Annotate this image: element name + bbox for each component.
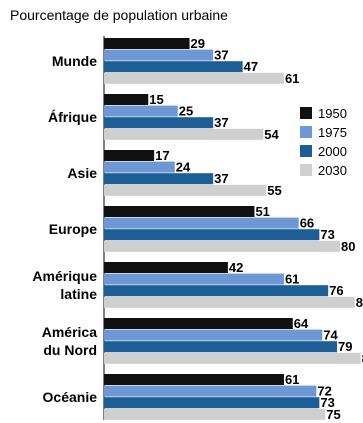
legend-swatch-1950 (300, 107, 312, 119)
category-label-4-0: Amérique (32, 268, 97, 284)
bar-2030-4 (104, 296, 355, 308)
bar-2000-1 (104, 117, 214, 129)
data-label-1950-4: 42 (229, 260, 243, 275)
bar-2000-3 (104, 229, 320, 241)
legend-label-1950: 1950 (318, 106, 347, 121)
bar-1975-2 (104, 161, 175, 173)
category-label-6-0: Océanie (43, 389, 98, 405)
bar-2030-0 (104, 72, 284, 84)
data-label-1975-4: 61 (285, 272, 299, 287)
legend: 1950 1975 2000 2030 (300, 106, 347, 178)
data-label-2000-2: 37 (214, 171, 228, 186)
data-label-1950-2: 17 (155, 148, 169, 163)
bar-1975-1 (104, 105, 178, 117)
data-label-1950-5: 64 (294, 316, 309, 331)
bar-1950-4 (104, 262, 228, 273)
data-label-2030-4: 85 (356, 295, 363, 310)
legend-swatch-2000 (300, 145, 312, 157)
category-label-1-0: Áfrique (48, 109, 97, 125)
category-label-0-0: Munde (52, 53, 97, 69)
data-label-2000-1: 37 (214, 115, 228, 130)
bar-2000-6 (104, 397, 320, 409)
bar-1975-3 (104, 217, 299, 229)
bar-1975-0 (104, 49, 214, 61)
category-labels: Munde Áfrique Asie Europe Amérique latine Amér… (32, 53, 97, 405)
bar-2000-0 (104, 61, 243, 73)
legend-swatch-1975 (300, 126, 312, 138)
data-label-1975-0: 37 (214, 48, 228, 63)
legend-label-1975: 1975 (318, 125, 347, 140)
category-label-5-0: América (42, 324, 97, 340)
bars-group: 29 37 47 61 15 25 37 54 17 24 37 55 51 66 73 80 42 61 76 85… (104, 36, 363, 422)
data-label-2030-2: 55 (267, 183, 281, 198)
data-label-2030-6: 75 (326, 407, 340, 422)
bar-1950-6 (104, 374, 284, 385)
data-label-2030-5: 87 (362, 351, 363, 366)
data-label-2030-0: 61 (285, 71, 299, 86)
bar-1950-5 (104, 318, 293, 329)
bar-2030-2 (104, 184, 267, 196)
data-label-1975-3: 66 (300, 216, 314, 231)
data-label-1975-2: 24 (176, 160, 191, 175)
bar-1950-1 (104, 94, 149, 105)
data-label-2000-3: 73 (320, 227, 334, 242)
data-label-1950-3: 51 (255, 204, 269, 219)
category-label-3-0: Europe (49, 221, 97, 237)
data-label-2030-1: 54 (264, 127, 279, 142)
bar-1975-6 (104, 385, 317, 397)
bar-2000-5 (104, 341, 338, 353)
data-label-1950-6: 61 (285, 372, 299, 387)
bar-1975-5 (104, 329, 323, 341)
data-label-1975-5: 74 (323, 328, 338, 343)
bar-2030-5 (104, 352, 361, 364)
bar-2000-2 (104, 173, 214, 185)
category-label-4-1: latine (60, 286, 97, 302)
data-label-1950-0: 29 (191, 36, 205, 51)
data-label-1975-6: 72 (317, 384, 331, 399)
bar-1950-2 (104, 150, 155, 161)
data-label-1950-1: 15 (149, 92, 163, 107)
bar-1950-3 (104, 206, 255, 217)
chart-title: Pourcentage de population urbaine (10, 7, 228, 23)
bar-2000-4 (104, 285, 329, 297)
bar-1950-0 (104, 38, 190, 49)
data-label-2000-4: 76 (329, 283, 343, 298)
bar-2030-1 (104, 128, 264, 140)
legend-label-2030: 2030 (318, 163, 347, 178)
category-label-2-0: Asie (67, 165, 97, 181)
data-label-1975-1: 25 (179, 104, 193, 119)
legend-label-2000: 2000 (318, 144, 347, 159)
bar-2030-3 (104, 240, 340, 252)
data-label-2030-3: 80 (341, 239, 355, 254)
bar-1975-4 (104, 273, 284, 285)
bar-2030-6 (104, 408, 326, 420)
category-label-5-1: du Nord (43, 342, 97, 358)
data-label-2000-6: 73 (320, 395, 334, 410)
legend-swatch-2030 (300, 164, 312, 176)
data-label-2000-0: 47 (244, 59, 258, 74)
data-label-2000-5: 79 (338, 339, 352, 354)
